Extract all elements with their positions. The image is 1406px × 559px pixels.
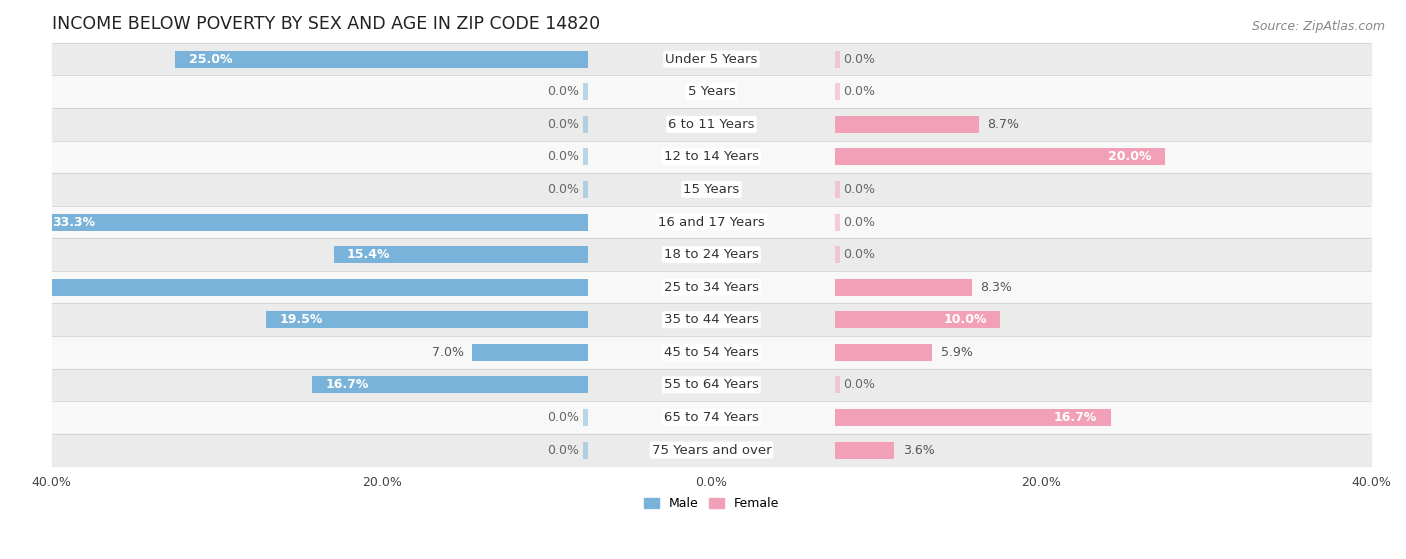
Bar <box>52 173 1371 206</box>
Text: 8.7%: 8.7% <box>987 118 1019 131</box>
Legend: Male, Female: Male, Female <box>638 492 785 515</box>
Bar <box>835 344 932 361</box>
Bar <box>52 206 1371 238</box>
Bar <box>835 214 839 230</box>
Text: 19.5%: 19.5% <box>280 313 323 326</box>
Bar <box>835 311 1000 328</box>
Text: 16 and 17 Years: 16 and 17 Years <box>658 216 765 229</box>
Text: 7.0%: 7.0% <box>432 346 464 359</box>
Text: 5.9%: 5.9% <box>941 346 973 359</box>
Bar <box>835 279 972 296</box>
Text: 65 to 74 Years: 65 to 74 Years <box>664 411 759 424</box>
Text: 0.0%: 0.0% <box>547 411 579 424</box>
Bar <box>52 368 1371 401</box>
Bar <box>835 83 839 100</box>
Bar <box>52 434 1371 466</box>
Text: 0.0%: 0.0% <box>547 183 579 196</box>
Bar <box>176 51 588 68</box>
Bar <box>583 181 588 198</box>
Text: 35 to 44 Years: 35 to 44 Years <box>664 313 759 326</box>
Bar <box>0 279 588 296</box>
Bar <box>835 149 1166 165</box>
Bar <box>266 311 588 328</box>
Bar <box>333 246 588 263</box>
Text: 0.0%: 0.0% <box>844 216 876 229</box>
Text: 0.0%: 0.0% <box>547 118 579 131</box>
Text: 36.0%: 36.0% <box>7 281 51 293</box>
Text: 25 to 34 Years: 25 to 34 Years <box>664 281 759 293</box>
Bar <box>472 344 588 361</box>
Text: 0.0%: 0.0% <box>547 443 579 457</box>
Bar <box>835 442 894 458</box>
Bar <box>52 304 1371 336</box>
Text: Source: ZipAtlas.com: Source: ZipAtlas.com <box>1251 20 1385 32</box>
Bar <box>583 116 588 133</box>
Text: 3.6%: 3.6% <box>903 443 935 457</box>
Text: 0.0%: 0.0% <box>547 86 579 98</box>
Bar <box>583 409 588 426</box>
Text: 55 to 64 Years: 55 to 64 Years <box>664 378 759 391</box>
Bar <box>312 376 588 394</box>
Text: 6 to 11 Years: 6 to 11 Years <box>668 118 755 131</box>
Text: 16.7%: 16.7% <box>1054 411 1097 424</box>
Text: 0.0%: 0.0% <box>844 248 876 261</box>
Text: 12 to 14 Years: 12 to 14 Years <box>664 150 759 163</box>
Bar <box>835 116 979 133</box>
Bar <box>52 75 1371 108</box>
Text: 15 Years: 15 Years <box>683 183 740 196</box>
Text: 0.0%: 0.0% <box>844 378 876 391</box>
Bar <box>52 271 1371 304</box>
Bar <box>52 141 1371 173</box>
Text: 5 Years: 5 Years <box>688 86 735 98</box>
Text: 8.3%: 8.3% <box>980 281 1012 293</box>
Text: 45 to 54 Years: 45 to 54 Years <box>664 346 759 359</box>
Text: Under 5 Years: Under 5 Years <box>665 53 758 65</box>
Text: 0.0%: 0.0% <box>844 53 876 65</box>
Text: 33.3%: 33.3% <box>52 216 94 229</box>
Text: 20.0%: 20.0% <box>1108 150 1152 163</box>
Text: 16.7%: 16.7% <box>326 378 368 391</box>
Bar <box>38 214 588 230</box>
Text: INCOME BELOW POVERTY BY SEX AND AGE IN ZIP CODE 14820: INCOME BELOW POVERTY BY SEX AND AGE IN Z… <box>52 15 600 33</box>
Bar <box>52 238 1371 271</box>
Bar <box>835 51 839 68</box>
Bar <box>583 442 588 458</box>
Bar <box>583 149 588 165</box>
Bar <box>52 401 1371 434</box>
Text: 18 to 24 Years: 18 to 24 Years <box>664 248 759 261</box>
Text: 10.0%: 10.0% <box>943 313 987 326</box>
Text: 0.0%: 0.0% <box>547 150 579 163</box>
Bar <box>52 108 1371 141</box>
Text: 75 Years and over: 75 Years and over <box>651 443 772 457</box>
Text: 25.0%: 25.0% <box>188 53 232 65</box>
Bar <box>52 43 1371 75</box>
Text: 0.0%: 0.0% <box>844 183 876 196</box>
Bar <box>835 181 839 198</box>
Bar <box>835 246 839 263</box>
Bar <box>52 336 1371 368</box>
Bar <box>835 376 839 394</box>
Text: 0.0%: 0.0% <box>844 86 876 98</box>
Bar <box>835 409 1111 426</box>
Bar <box>583 83 588 100</box>
Text: 15.4%: 15.4% <box>347 248 391 261</box>
